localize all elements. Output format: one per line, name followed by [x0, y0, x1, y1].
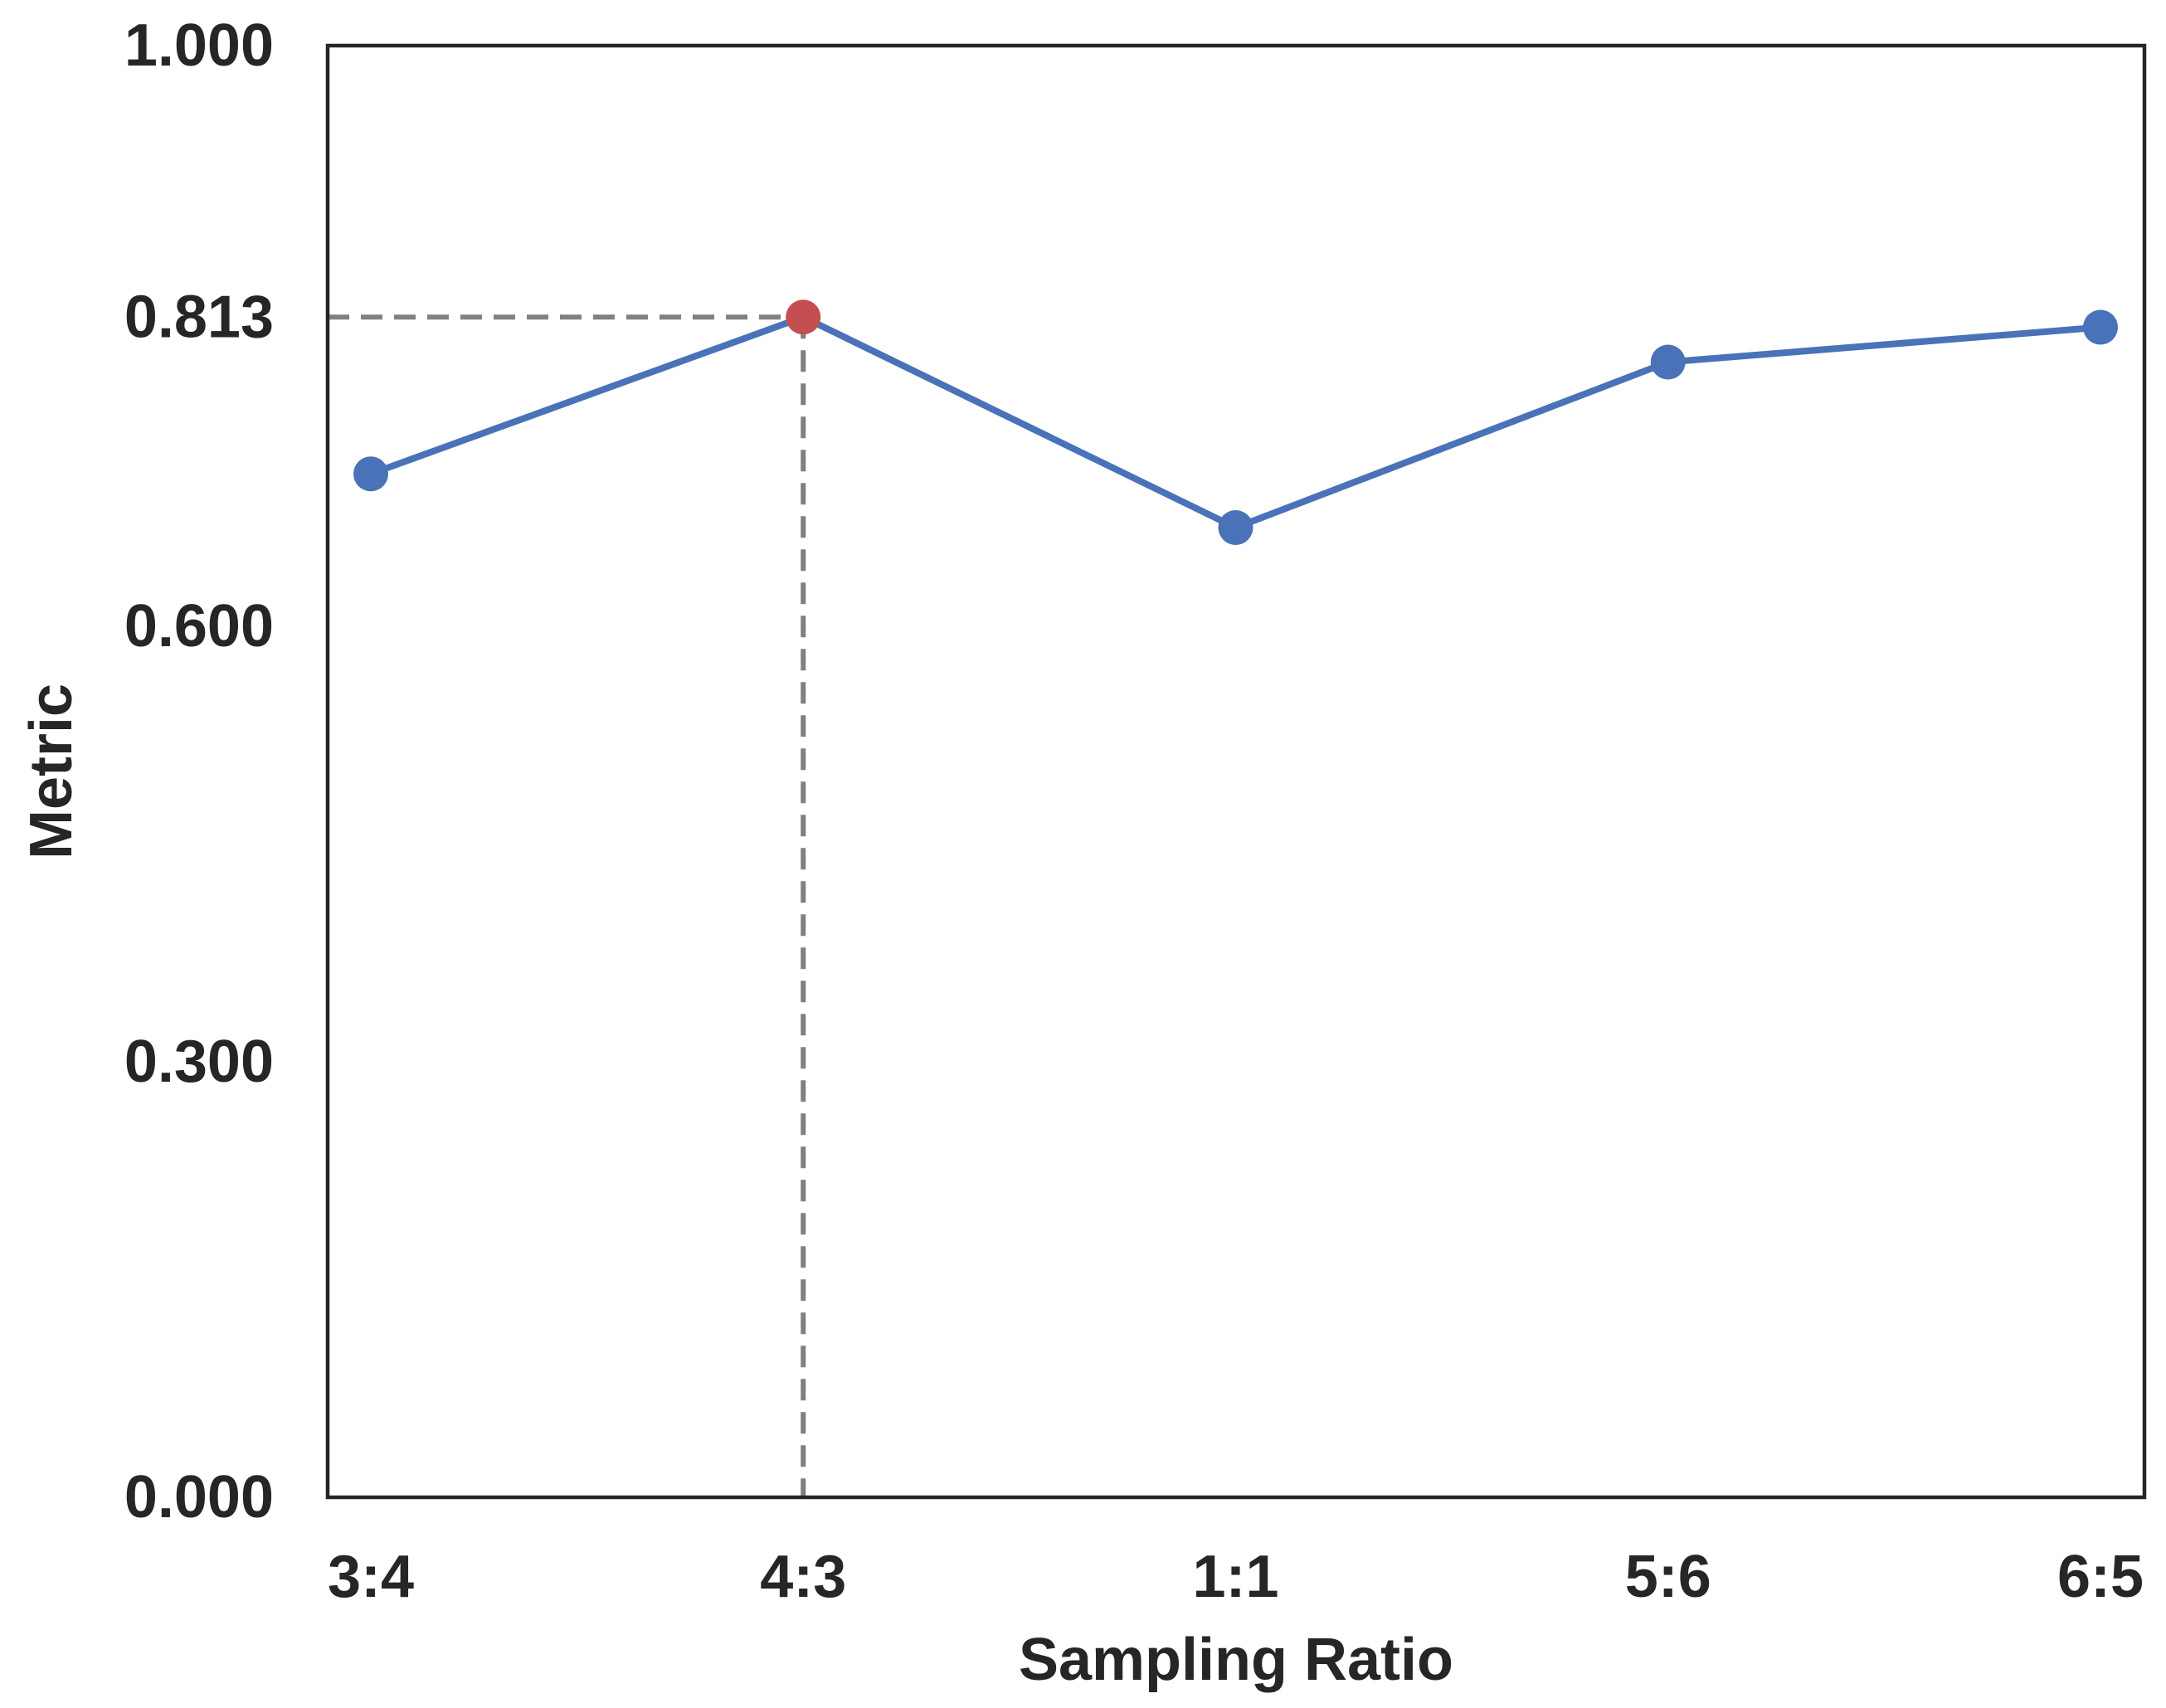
x-tick-labels: 3:4 4:3 1:1 5:6 6:5: [328, 1544, 2144, 1610]
plot-frame: [325, 43, 2147, 1500]
x-tick-label: 4:3: [760, 1544, 846, 1610]
data-point: [1650, 344, 1686, 380]
y-tick-label: 0.000: [124, 1464, 274, 1530]
y-tick-labels: 0.000 0.300 0.600 0.813 1.000: [124, 12, 274, 1530]
y-axis-title: Metric: [18, 684, 85, 859]
data-point: [2083, 309, 2118, 345]
highlight-guides: [328, 314, 806, 1497]
y-tick-label: 0.600: [124, 593, 274, 659]
highlight-point: [786, 299, 821, 335]
y-tick-label: 0.813: [124, 284, 274, 350]
x-tick-label: 5:6: [1625, 1544, 1711, 1610]
x-tick-label: 1:1: [1192, 1544, 1278, 1610]
y-tick-label: 1.000: [124, 12, 274, 79]
x-tick-label: 3:4: [328, 1544, 414, 1610]
x-tick-label: 6:5: [2057, 1544, 2144, 1610]
markers-layer: [353, 299, 2118, 545]
data-point: [353, 456, 388, 492]
data-point: [1218, 510, 1253, 545]
x-axis-title: Sampling Ratio: [1019, 1627, 1453, 1693]
y-tick-label: 0.300: [124, 1029, 274, 1095]
